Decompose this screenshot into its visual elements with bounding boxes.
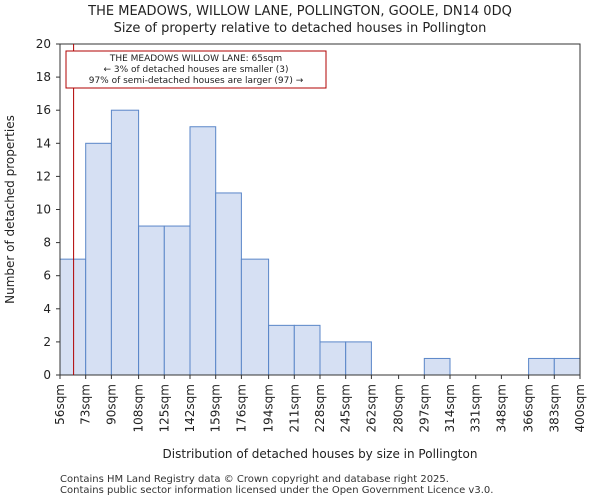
y-tick-label: 10 — [36, 203, 51, 217]
x-tick-label: 228sqm — [313, 384, 327, 432]
histogram-bar — [215, 192, 242, 376]
y-tick-label: 4 — [43, 302, 51, 316]
footer-line-2: Contains public sector information licen… — [60, 485, 494, 496]
x-tick-label: 56sqm — [53, 384, 67, 425]
x-tick-label: 366sqm — [522, 384, 536, 432]
x-tick-label: 383sqm — [547, 384, 561, 432]
histogram-bar — [319, 341, 347, 376]
y-tick-label: 18 — [36, 70, 51, 84]
x-tick-label: 211sqm — [287, 384, 301, 432]
x-tick-label: 297sqm — [417, 384, 431, 432]
histogram-bar — [110, 109, 140, 376]
y-tick-label: 14 — [36, 136, 51, 150]
x-tick-label: 108sqm — [132, 384, 146, 432]
histogram-bar — [189, 126, 217, 376]
x-tick-label: 125sqm — [157, 384, 171, 432]
x-tick-label: 176sqm — [234, 384, 248, 432]
histogram-bar — [345, 341, 372, 376]
chart-title: THE MEADOWS, WILLOW LANE, POLLINGTON, GO… — [88, 4, 512, 19]
y-tick-label: 0 — [43, 368, 51, 382]
histogram-bar — [268, 324, 295, 376]
x-tick-label: 73sqm — [79, 384, 93, 425]
y-tick-label: 16 — [36, 103, 51, 117]
x-tick-label: 90sqm — [104, 384, 118, 425]
histogram-bar — [528, 357, 555, 376]
x-tick-label: 194sqm — [262, 384, 276, 432]
y-tick-label: 12 — [36, 169, 51, 183]
chart-subtitle: Size of property relative to detached ho… — [113, 21, 487, 36]
annotation-line: ← 3% of detached houses are smaller (3) — [103, 65, 288, 75]
x-axis-label: Distribution of detached houses by size … — [163, 447, 478, 461]
histogram-bar — [163, 225, 191, 376]
annotation-line: 97% of semi-detached houses are larger (… — [89, 76, 304, 86]
y-tick-label: 6 — [43, 269, 51, 283]
histogram-bar — [293, 324, 321, 376]
x-tick-label: 159sqm — [209, 384, 223, 432]
y-tick-label: 20 — [36, 37, 51, 51]
histogram-bar — [553, 357, 581, 376]
histogram-bar — [59, 258, 87, 376]
footer-line-1: Contains HM Land Registry data © Crown c… — [60, 474, 449, 485]
annotation-line: THE MEADOWS WILLOW LANE: 65sqm — [109, 54, 282, 64]
x-tick-label: 331sqm — [469, 384, 483, 432]
x-tick-label: 245sqm — [339, 384, 353, 432]
histogram-bar — [423, 357, 451, 376]
x-tick-label: 262sqm — [364, 384, 378, 432]
histogram-bar — [240, 258, 270, 376]
x-tick-label: 314sqm — [443, 384, 457, 432]
y-axis-label: Number of detached properties — [3, 115, 17, 304]
histogram-bar — [138, 225, 165, 376]
x-tick-label: 348sqm — [494, 384, 508, 432]
x-tick-label: 142sqm — [183, 384, 197, 432]
x-tick-label: 400sqm — [573, 384, 587, 432]
histogram-bar — [85, 142, 112, 376]
y-tick-label: 8 — [43, 236, 51, 250]
y-tick-label: 2 — [43, 335, 51, 349]
annotation-box — [65, 50, 327, 89]
x-tick-label: 280sqm — [392, 384, 406, 432]
